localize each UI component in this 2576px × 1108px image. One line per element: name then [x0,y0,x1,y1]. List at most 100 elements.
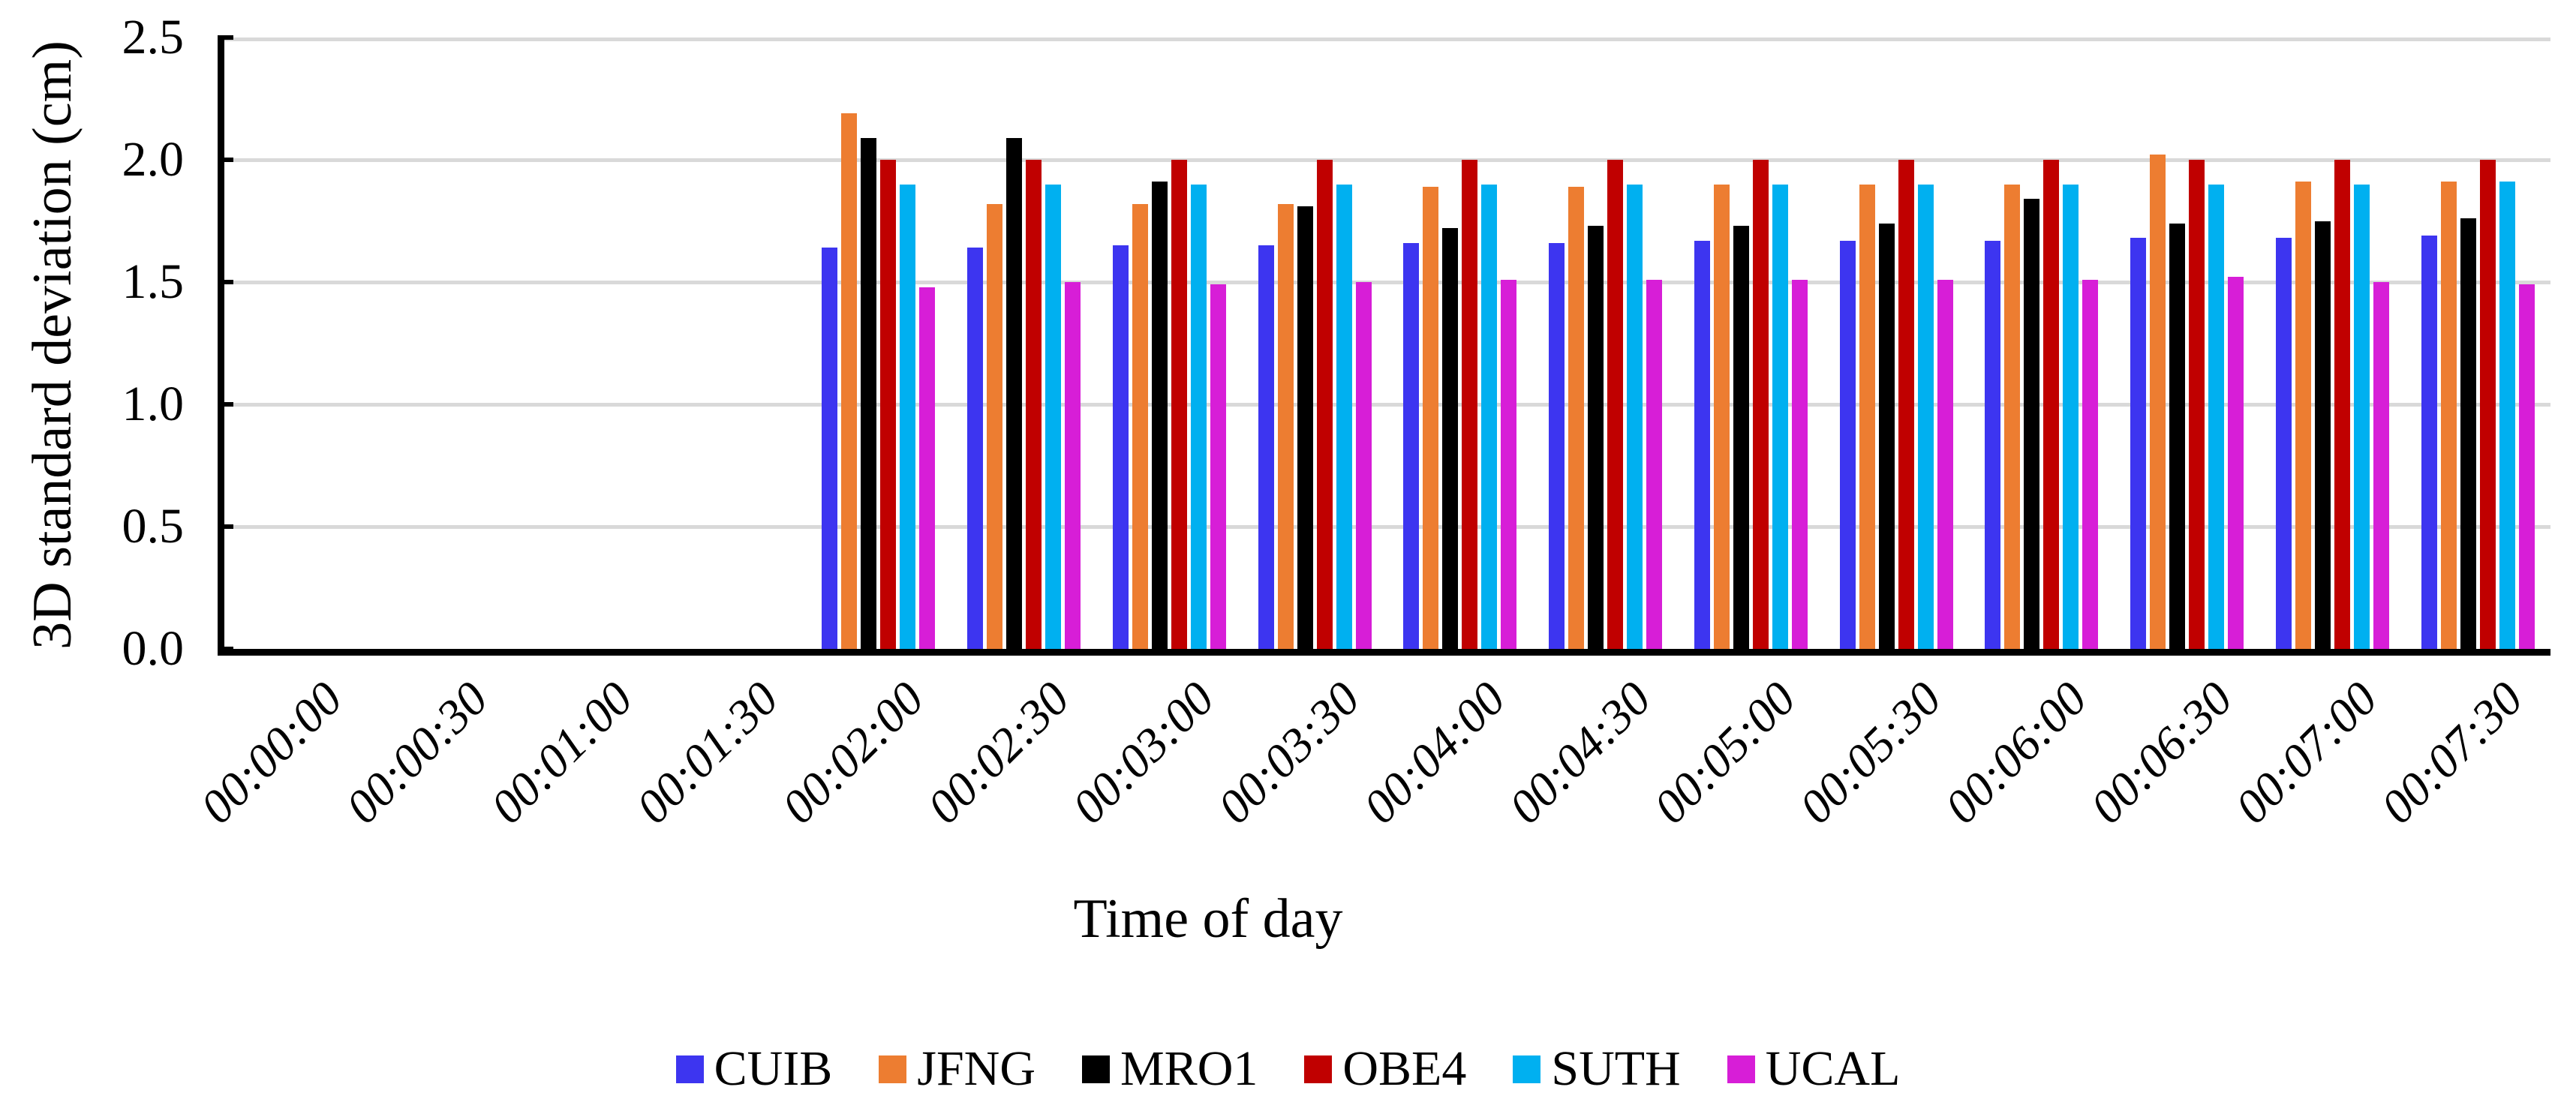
suth-bar [2063,184,2079,649]
obe4-bar [2479,160,2496,649]
gridline [224,280,2550,284]
legend-label: UCAL [1765,1041,1901,1096]
cuib-bar [2421,236,2437,649]
ucal-bar [2373,282,2389,649]
y-axis-tick [218,35,233,40]
legend-color-swatch [1727,1055,1755,1083]
ucal-bar [2228,277,2244,649]
mro1-bar [2024,199,2040,649]
obe4-bar [880,160,897,649]
suth-bar [2208,184,2225,649]
legend-label: MRO1 [1120,1041,1258,1096]
jfng-bar [2004,184,2021,649]
suth-bar [2353,184,2370,649]
suth-bar [1772,184,1788,649]
jfng-bar [2295,182,2311,649]
mro1-bar [1297,206,1313,649]
legend-color-swatch [879,1055,907,1083]
legend-label: CUIB [714,1041,833,1096]
bar-group [516,38,661,649]
legend-item-jfng: JFNG [879,1044,1036,1094]
ucal-bar [1937,279,1953,649]
bar-group [660,38,806,649]
jfng-bar [1423,186,1439,649]
bar-group [1969,38,2115,649]
suth-bar [1481,184,1498,649]
bar-group [1097,38,1243,649]
y-axis-tick [218,524,233,529]
bar-group [1242,38,1387,649]
bar-group [2260,38,2406,649]
bar-group [224,38,370,649]
suth-bar [1336,184,1352,649]
suth-bar [1627,184,1643,649]
mro1-bar [2169,223,2186,649]
bar-group [370,38,516,649]
ucal-bar [1791,279,1808,649]
obe4-bar [1607,160,1624,649]
obe4-bar [1898,160,1914,649]
y-tick-label: 0.5 [122,499,185,554]
mro1-bar [861,137,877,649]
legend-label: SUTH [1551,1041,1681,1096]
y-tick-label: 0.0 [122,621,185,676]
gridline [224,38,2550,41]
legend-label: JFNG [917,1041,1036,1096]
suth-bar [1190,184,1207,649]
ucal-bar [1065,282,1081,649]
jfng-bar [841,113,858,649]
cuib-bar [1839,240,1856,649]
bar-group [1823,38,1969,649]
y-axis-tick [218,280,233,284]
y-tick-label: 1.0 [122,377,185,431]
bar-group [951,38,1097,649]
obe4-bar [1026,160,1042,649]
plot-area [218,35,2550,656]
cuib-bar [1549,242,1565,649]
cuib-bar [2130,238,2147,649]
legend-label: OBE4 [1342,1041,1467,1096]
y-axis-tick [218,158,233,162]
cuib-bar [1112,245,1129,649]
gridline [224,402,2550,407]
cuib-bar [1985,240,2001,649]
legend-item-ucal: UCAL [1727,1041,1901,1096]
obe4-bar [2043,160,2060,649]
legend-color-swatch [675,1055,704,1083]
ucal-bar [919,287,936,649]
cuib-bar [967,248,984,649]
gridline [224,524,2550,529]
legend-color-swatch [1513,1055,1541,1083]
legend: CUIB JFNG MRO1 OBE4 SUTH UCAL [0,1044,2576,1094]
legend-item-obe4: OBE4 [1304,1044,1466,1094]
mro1-bar [1878,223,1895,649]
jfng-bar [2440,182,2457,649]
suth-bar [1045,184,1062,649]
mro1-bar [1733,226,1749,649]
y-tick-label: 2.5 [122,10,185,65]
mro1-bar [1151,182,1168,649]
suth-bar [1917,184,1934,649]
gridline [224,158,2550,162]
x-axis-title: Time of day [1073,888,1343,950]
ucal-bar [2518,284,2535,649]
ucal-bar [1210,284,1226,649]
y-axis-tick [218,647,233,651]
obe4-bar [1316,160,1333,649]
bar-group [1387,38,1533,649]
obe4-bar [1752,160,1769,649]
bar-group [1679,38,1824,649]
bar-groups [224,38,2550,649]
obe4-bar [2189,160,2205,649]
cuib-bar [1694,240,1710,649]
jfng-bar [987,203,1003,649]
obe4-bar [1462,160,1478,649]
mro1-bar [1442,228,1459,649]
cuib-bar [1258,245,1274,649]
y-tick-label: 1.5 [122,254,185,309]
ucal-bar [1355,282,1372,649]
jfng-bar [1277,203,1294,649]
ucal-bar [2082,279,2099,649]
jfng-bar [1132,203,1148,649]
